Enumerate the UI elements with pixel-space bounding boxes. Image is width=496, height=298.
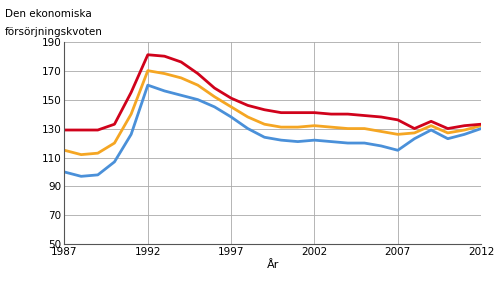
Män [62,170,67,174]
Totalt [378,130,384,133]
Totalt [328,125,334,129]
Kvinnor [311,111,317,114]
Kvinnor [395,118,401,122]
Totalt [362,127,368,130]
Totalt [261,122,267,126]
Totalt [311,124,317,128]
Kvinnor [345,112,351,116]
Män [311,138,317,142]
Män [461,133,467,136]
Totalt [345,127,351,130]
Män [478,127,484,130]
Kvinnor [461,124,467,128]
Män [162,89,168,93]
Totalt [95,151,101,155]
Kvinnor [211,86,217,90]
Män [328,140,334,143]
Totalt [145,69,151,72]
Män [295,140,301,143]
Män [428,128,434,132]
Totalt [228,105,234,109]
Kvinnor [478,122,484,126]
Män [78,175,84,178]
Kvinnor [428,119,434,123]
Kvinnor [162,55,168,58]
Män [278,138,284,142]
Kvinnor [445,127,451,130]
Kvinnor [378,115,384,119]
Totalt [478,124,484,128]
Totalt [195,83,201,87]
Kvinnor [145,53,151,57]
Totalt [178,76,184,80]
Män [261,136,267,139]
Totalt [412,131,418,135]
Kvinnor [412,127,418,130]
Kvinnor [295,111,301,114]
Kvinnor [278,111,284,114]
Text: försörjningskvoten: försörjningskvoten [5,27,103,37]
Män [445,137,451,140]
Kvinnor [128,91,134,94]
Totalt [445,131,451,135]
Män [128,133,134,136]
Totalt [395,133,401,136]
Män [145,83,151,87]
Totalt [428,124,434,128]
Män [178,94,184,97]
Kvinnor [228,96,234,100]
Kvinnor [112,122,118,126]
Totalt [211,95,217,99]
Män [195,98,201,101]
Totalt [461,128,467,132]
Totalt [128,112,134,116]
Kvinnor [245,104,251,107]
Kvinnor [78,128,84,132]
Män [211,105,217,109]
Kvinnor [62,128,67,132]
Line: Män: Män [64,85,481,176]
Män [228,115,234,119]
Män [345,141,351,145]
Line: Kvinnor: Kvinnor [64,55,481,130]
Totalt [278,125,284,129]
Män [412,137,418,140]
X-axis label: År: År [267,260,279,270]
Kvinnor [261,108,267,111]
Kvinnor [328,112,334,116]
Text: Den ekonomiska: Den ekonomiska [5,9,92,19]
Män [378,144,384,148]
Line: Totalt: Totalt [64,71,481,155]
Totalt [295,125,301,129]
Totalt [112,141,118,145]
Kvinnor [195,72,201,75]
Män [395,148,401,152]
Kvinnor [362,114,368,117]
Totalt [78,153,84,156]
Män [112,160,118,164]
Män [362,141,368,145]
Totalt [245,115,251,119]
Totalt [62,148,67,152]
Kvinnor [178,60,184,64]
Kvinnor [95,128,101,132]
Män [95,173,101,177]
Män [245,127,251,130]
Totalt [162,72,168,75]
